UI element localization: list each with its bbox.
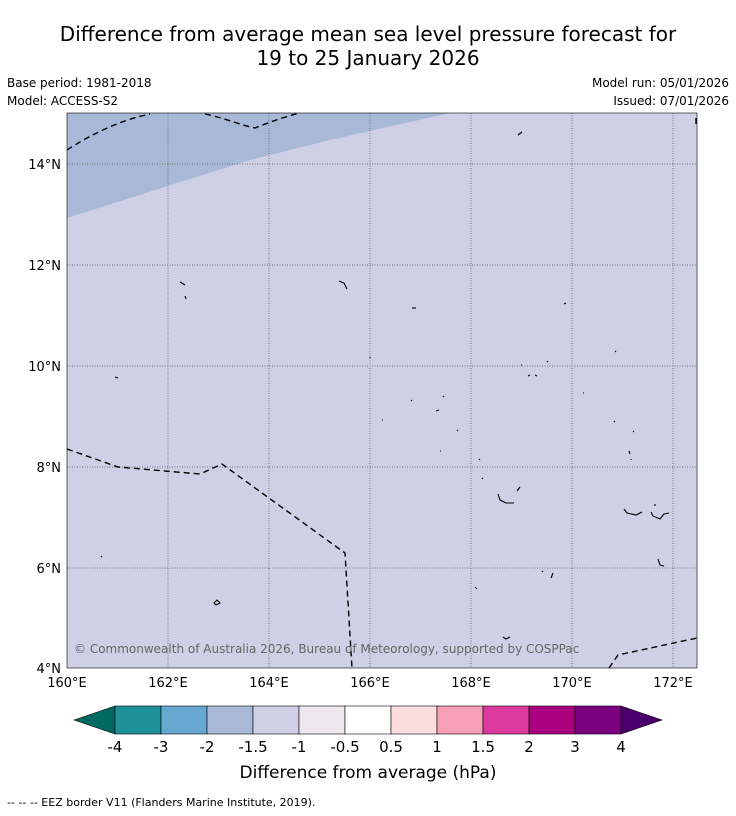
island bbox=[382, 419, 616, 423]
colorbar-tick: -4 bbox=[108, 738, 123, 756]
island bbox=[657, 558, 665, 567]
lon-label: 162°E bbox=[148, 676, 188, 691]
plot-frame bbox=[66, 112, 698, 669]
colorbar-tick: 0.5 bbox=[379, 738, 403, 756]
colorbar bbox=[73, 705, 663, 735]
lon-label: 170°E bbox=[552, 676, 592, 691]
base-period: Base period: 1981-2018 bbox=[7, 76, 152, 90]
colorbar-bin bbox=[252, 705, 300, 735]
map-figure: © Commonwealth of Australia 2026, Bureau… bbox=[28, 112, 698, 783]
colorbar-title: Difference from average (hPa) bbox=[240, 763, 497, 783]
colorbar-tick: 2 bbox=[524, 738, 534, 756]
colorbar-tick: -0.5 bbox=[330, 738, 359, 756]
island bbox=[517, 131, 523, 136]
colorbar-bin bbox=[574, 705, 622, 735]
colorbar-tick: 1 bbox=[432, 738, 442, 756]
lon-label: 160°E bbox=[47, 676, 87, 691]
band-minus-1-5 bbox=[67, 113, 450, 218]
colorbar-tick: -2 bbox=[200, 738, 215, 756]
island bbox=[456, 429, 635, 433]
island bbox=[527, 374, 538, 377]
colorbar-bin bbox=[436, 705, 484, 735]
island bbox=[338, 280, 348, 290]
island bbox=[563, 302, 567, 305]
colorbar-tick: 1.5 bbox=[471, 738, 495, 756]
meta-right: Model run: 05/01/2026 Issued: 07/01/2026 bbox=[592, 74, 729, 110]
colorbar-tick: 3 bbox=[570, 738, 580, 756]
anomaly-field bbox=[67, 113, 697, 668]
island bbox=[435, 409, 440, 412]
colorbar-extend-high bbox=[620, 705, 663, 735]
lon-label: 164°E bbox=[249, 676, 289, 691]
island bbox=[100, 555, 103, 558]
colorbar-bin bbox=[390, 705, 438, 735]
issued-date: Issued: 07/01/2026 bbox=[613, 94, 729, 108]
graticule bbox=[67, 113, 697, 668]
eez-border-southeast bbox=[608, 637, 697, 668]
island bbox=[474, 586, 478, 590]
island bbox=[478, 458, 484, 480]
colorbar-bin bbox=[528, 705, 576, 735]
island bbox=[623, 508, 643, 516]
colorbar-tick: -1.5 bbox=[238, 738, 267, 756]
colorbar-tick: -1 bbox=[292, 738, 307, 756]
colorbar-bin bbox=[298, 705, 346, 735]
band-minus-1 bbox=[67, 113, 697, 668]
colorbar-bin bbox=[206, 705, 254, 735]
island bbox=[650, 511, 670, 520]
map-title: Difference from average mean sea level p… bbox=[0, 22, 736, 70]
lon-label: 166°E bbox=[350, 676, 390, 691]
longitude-labels: 160°E 162°E 164°E 166°E 168°E 170°E 172°… bbox=[47, 676, 693, 691]
island bbox=[179, 281, 187, 300]
lon-label: 168°E bbox=[451, 676, 491, 691]
colorbar-bin bbox=[344, 705, 392, 735]
meta-left: Base period: 1981-2018 Model: ACCESS-S2 bbox=[7, 74, 152, 110]
eez-footnote: -- -- -- EEZ border V11 (Flanders Marine… bbox=[7, 796, 316, 809]
island bbox=[440, 450, 632, 460]
model-name: Model: ACCESS-S2 bbox=[7, 94, 119, 108]
island bbox=[521, 360, 549, 366]
eez-border-north bbox=[67, 113, 301, 151]
eez-border-marshall bbox=[67, 448, 353, 668]
model-run: Model run: 05/01/2026 bbox=[591, 76, 729, 90]
latitude-labels: 4°N 6°N 8°N 10°N 12°N 14°N bbox=[28, 158, 61, 677]
copyright-notice: © Commonwealth of Australia 2026, Bureau… bbox=[74, 642, 579, 656]
lat-label: 8°N bbox=[37, 461, 62, 476]
colorbar-bin bbox=[160, 705, 208, 735]
lat-label: 12°N bbox=[28, 259, 61, 274]
lat-label: 6°N bbox=[37, 562, 62, 577]
island bbox=[410, 395, 445, 402]
island bbox=[614, 350, 617, 353]
colorbar-extend-low bbox=[73, 705, 116, 735]
island bbox=[502, 636, 511, 640]
colorbar-bin bbox=[114, 705, 162, 735]
island bbox=[497, 486, 521, 504]
island bbox=[541, 570, 554, 579]
eez-borders bbox=[67, 113, 697, 668]
lon-label: 172°E bbox=[653, 676, 693, 691]
lat-label: 4°N bbox=[37, 662, 62, 677]
colorbar-ticks: -4 -3 -2 -1.5 -1 -0.5 0.5 1 1.5 2 3 4 bbox=[108, 738, 626, 756]
colorbar-bin bbox=[482, 705, 530, 735]
lat-label: 10°N bbox=[28, 360, 61, 375]
title-line-1: Difference from average mean sea level p… bbox=[59, 22, 677, 46]
colorbar-tick: -3 bbox=[154, 738, 169, 756]
island bbox=[213, 599, 221, 606]
lat-label: 14°N bbox=[28, 158, 61, 173]
colorbar-tick: 4 bbox=[616, 738, 626, 756]
island bbox=[114, 376, 119, 379]
title-line-2: 19 to 25 January 2026 bbox=[256, 46, 480, 70]
islands bbox=[100, 131, 670, 640]
